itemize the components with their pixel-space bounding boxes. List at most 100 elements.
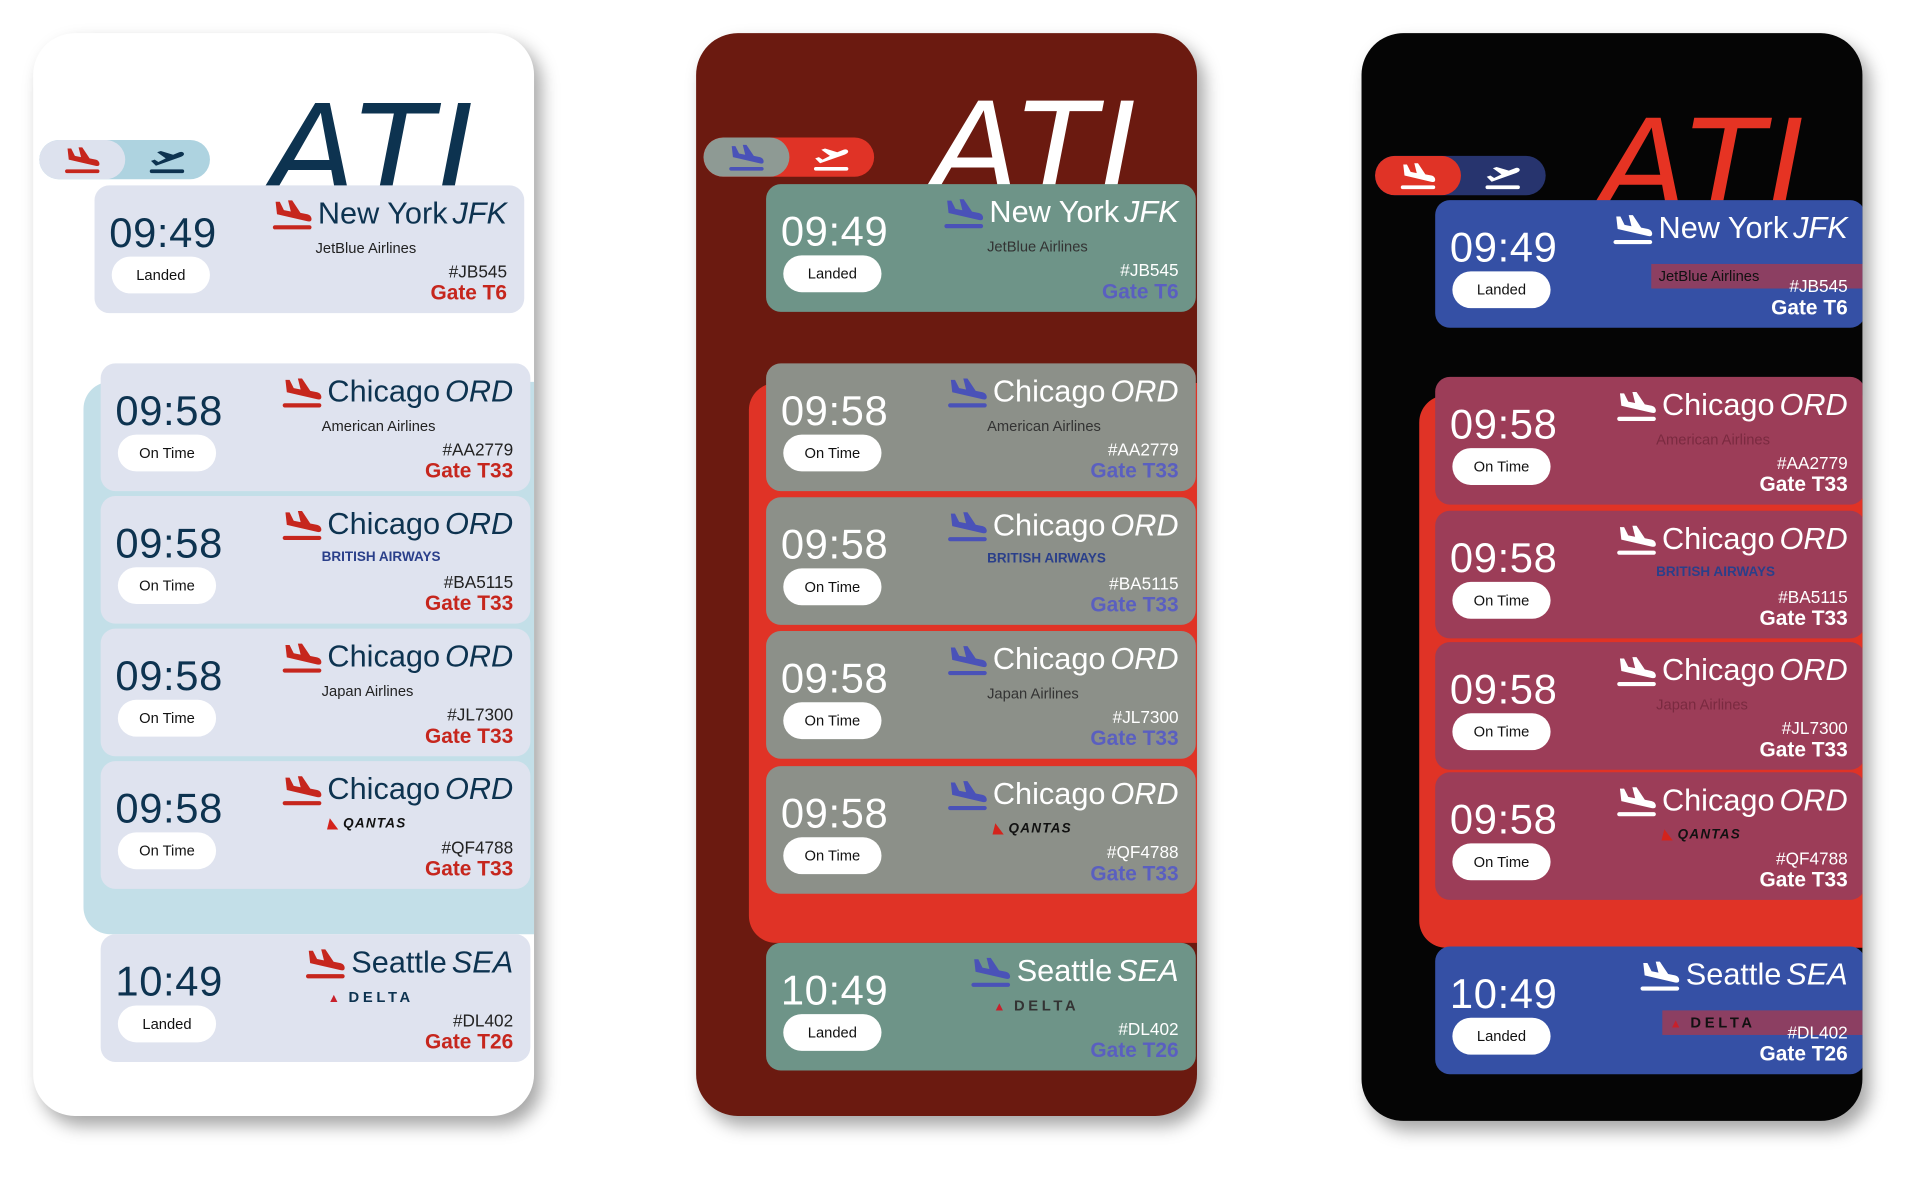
flight-time: 09:58 xyxy=(780,790,889,838)
toggle-departures[interactable] xyxy=(125,140,210,179)
status-badge: Landed xyxy=(117,1005,217,1043)
airline-name: QANTAS xyxy=(993,820,1072,836)
flight-card[interactable]: 09:49 Landed New York JFK JetBlue Airlines #J… xyxy=(1435,200,1863,328)
airport-code: ORD xyxy=(444,772,514,807)
flight-time: 09:58 xyxy=(115,653,223,700)
destination: Chicago ORD xyxy=(281,374,513,410)
destination: Chicago ORD xyxy=(1615,521,1848,558)
destination-city: Chicago xyxy=(327,374,441,409)
airline-name: JetBlue Airlines xyxy=(315,239,417,257)
plane-arrival-icon xyxy=(1615,523,1657,556)
airline-name: Japan Airlines xyxy=(321,682,414,700)
airport-code: JFK xyxy=(1793,211,1848,246)
destination: New York JFK xyxy=(271,196,507,232)
flight-card[interactable]: 09:49 Landed New York JFK JetBlue Airlines #J… xyxy=(766,184,1196,312)
destination: Seattle SEA xyxy=(305,945,513,981)
destination: Chicago ORD xyxy=(281,507,513,543)
airport-code: ORD xyxy=(444,639,514,675)
flight-card[interactable]: 09:58 On Time Chicago ORD BRITISH AIRWAYS #BA… xyxy=(100,495,531,624)
flight-time: 10:49 xyxy=(780,967,889,1015)
destination-city: Seattle xyxy=(1016,953,1113,989)
airport-code: ORD xyxy=(1779,521,1848,557)
plane-arrival-icon xyxy=(281,376,323,409)
airport-code: JFK xyxy=(452,196,508,231)
airport-code: ORD xyxy=(1110,374,1179,409)
destination: Chicago ORD xyxy=(946,508,1179,544)
flight-number: #JB545 xyxy=(1789,276,1848,296)
flight-card[interactable]: 09:58 On Time Chicago ORD Japan Airlines #JL7… xyxy=(766,631,1196,759)
flight-card[interactable]: 09:58 On Time Chicago ORD Japan Airlines #JL7… xyxy=(100,628,531,757)
flight-time: 09:58 xyxy=(115,785,223,833)
destination-city: Chicago xyxy=(992,508,1106,543)
plane-arrival-icon xyxy=(1615,654,1657,687)
gate: Gate T33 xyxy=(1090,592,1179,617)
flight-time: 09:58 xyxy=(115,387,223,435)
destination-city: Chicago xyxy=(1661,653,1775,688)
destination-city: Seattle xyxy=(1685,957,1782,992)
gate: Gate T33 xyxy=(425,459,514,483)
flight-card[interactable]: 09:58 On Time Chicago ORD BRITISH AIRWAYS #BA… xyxy=(766,497,1196,625)
flight-card[interactable]: 09:58 On Time Chicago ORD American Airlines #… xyxy=(100,363,531,492)
toggle-departures[interactable] xyxy=(789,138,874,177)
airport-code: ORD xyxy=(1110,777,1179,812)
flight-number: #AA2779 xyxy=(442,439,514,460)
status-badge: On Time xyxy=(1452,448,1551,485)
status-badge: On Time xyxy=(1452,843,1551,881)
plane-arrival-icon xyxy=(946,376,988,409)
flight-number: #QF4788 xyxy=(1776,848,1848,868)
toggle-arrivals[interactable] xyxy=(1375,155,1461,196)
status-badge: On Time xyxy=(783,702,882,740)
airport-code: ORD xyxy=(1779,783,1848,818)
airport-code: SEA xyxy=(1117,953,1179,989)
plane-arrival-icon xyxy=(943,196,985,229)
plane-arrival-icon xyxy=(1615,785,1657,818)
flight-number: #DL402 xyxy=(1787,1022,1848,1043)
status-badge: On Time xyxy=(783,434,882,472)
airline-name: DELTA xyxy=(328,988,414,1005)
toggle-arrivals[interactable] xyxy=(703,137,789,177)
flight-card[interactable]: 09:58 On Time Chicago ORD American Airlines #… xyxy=(766,363,1196,492)
gate: Gate T26 xyxy=(1090,1038,1179,1062)
status-badge: On Time xyxy=(1452,581,1551,619)
destination-city: New York xyxy=(989,195,1120,230)
gate: Gate T33 xyxy=(425,856,514,881)
status-badge: On Time xyxy=(1452,713,1551,751)
gate: Gate T33 xyxy=(425,724,514,748)
flight-number: #QF4788 xyxy=(1106,842,1179,862)
flight-number: #JL7300 xyxy=(1781,718,1848,738)
arrivals-departures-toggle[interactable] xyxy=(39,139,210,180)
flight-card[interactable]: 09:58 On Time Chicago ORD BRITISH AIRWAYS #BA… xyxy=(1435,510,1863,639)
airline-name: Japan Airlines xyxy=(987,685,1079,703)
plane-departure-icon xyxy=(149,145,186,174)
gate: Gate T26 xyxy=(1759,1042,1848,1066)
destination: Chicago ORD xyxy=(946,374,1179,410)
plane-arrival-icon xyxy=(946,778,988,811)
flight-card[interactable]: 09:58 On Time Chicago ORD American Airlines #… xyxy=(1435,376,1863,505)
gate: Gate T33 xyxy=(1090,459,1179,483)
flight-time: 09:49 xyxy=(1449,224,1558,272)
flight-time: 10:49 xyxy=(1449,971,1558,1018)
flight-number: #DL402 xyxy=(1118,1018,1179,1039)
destination: New York JFK xyxy=(1612,211,1848,247)
plane-arrival-icon xyxy=(1639,959,1681,992)
flight-card[interactable]: 09:49 Landed New York JFK JetBlue Airlines #J… xyxy=(94,185,525,314)
flight-card[interactable]: 09:58 On Time Chicago ORD Japan Airlines #JL7… xyxy=(1435,642,1863,770)
toggle-arrivals[interactable] xyxy=(39,139,125,180)
status-badge: On Time xyxy=(783,568,882,606)
status-badge: Landed xyxy=(1452,271,1551,309)
destination: New York JFK xyxy=(943,195,1179,231)
flight-time: 10:49 xyxy=(115,958,223,1006)
arrivals-departures-toggle[interactable] xyxy=(1375,155,1546,196)
arrivals-departures-toggle[interactable] xyxy=(703,137,875,177)
destination-city: Chicago xyxy=(327,772,441,807)
airport-board-black: ATL 09:49 Landed New York JFK JetBlue Airline… xyxy=(1361,33,1863,1121)
flight-number: #BA5115 xyxy=(1778,586,1848,607)
flight-number: #AA2779 xyxy=(1107,439,1179,460)
toggle-departures[interactable] xyxy=(1460,156,1545,195)
